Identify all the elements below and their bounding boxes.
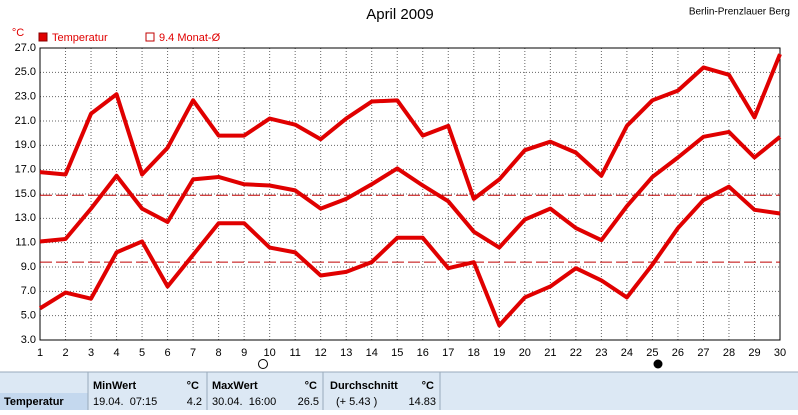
x-tick-label: 19 <box>493 347 505 359</box>
cell: 19.04. 07:15 <box>93 396 157 408</box>
y-tick-label: 11.0 <box>15 237 36 249</box>
y-tick-label: 19.0 <box>15 139 36 151</box>
x-tick-label: 3 <box>88 347 94 359</box>
x-tick-label: 29 <box>748 347 760 359</box>
series-line <box>38 184 781 328</box>
y-tick-label: 21.0 <box>15 115 36 127</box>
x-tick-label: 25 <box>646 347 658 359</box>
y-tick-label: 3.0 <box>21 334 36 346</box>
y-tick-label: 17.0 <box>15 164 36 176</box>
row-head: Temperatur <box>4 396 64 408</box>
chart-title: April 2009 <box>366 6 434 23</box>
x-tick-label: 16 <box>417 347 429 359</box>
series-line <box>39 53 782 201</box>
y-tick-label: 25.0 <box>15 66 36 78</box>
y-tick-label: 5.0 <box>21 310 36 322</box>
cell: 30.04. 16:00 <box>212 396 276 408</box>
x-tick-label: 14 <box>366 347 378 359</box>
x-tick-label: 12 <box>315 347 327 359</box>
moon-new <box>653 359 663 369</box>
x-tick-label: 11 <box>289 347 300 359</box>
table-lines <box>0 371 798 410</box>
x-tick-label: 26 <box>672 347 684 359</box>
x-tick-label: 6 <box>165 347 171 359</box>
row-head-bg <box>0 393 88 410</box>
y-tick-label: 23.0 <box>15 91 36 103</box>
legend-swatch <box>38 32 48 42</box>
table-header: °C <box>305 380 317 392</box>
cell: (+ 5.43 ) <box>336 396 377 408</box>
table-header: MinWert <box>93 380 137 392</box>
cell: 4.2 <box>187 396 202 408</box>
legend-swatch <box>145 32 155 42</box>
x-tick-label: 17 <box>442 347 454 359</box>
moon-full <box>258 359 268 369</box>
table-bg <box>0 372 798 410</box>
x-tick-label: 13 <box>340 347 352 359</box>
x-tick-label: 15 <box>391 347 403 359</box>
cell: 14.83 <box>408 396 436 408</box>
x-tick-label: 8 <box>216 347 222 359</box>
table-header: °C <box>187 380 199 392</box>
y-unit: °C <box>12 27 24 39</box>
y-tick-label: 27.0 <box>15 42 36 54</box>
x-tick-label: 9 <box>241 347 247 359</box>
x-tick-label: 20 <box>519 347 531 359</box>
location: Berlin-Prenzlauer Berg <box>689 7 790 18</box>
x-tick-label: 7 <box>190 347 196 359</box>
x-tick-label: 18 <box>468 347 480 359</box>
x-tick-label: 22 <box>570 347 582 359</box>
legend-label: 9.4 Monat-Ø <box>159 32 221 44</box>
series-line <box>39 129 782 250</box>
x-tick-label: 5 <box>139 347 145 359</box>
x-tick-label: 23 <box>595 347 607 359</box>
legend-label: Temperatur <box>52 32 108 44</box>
x-tick-label: 27 <box>697 347 709 359</box>
x-tick-label: 28 <box>723 347 735 359</box>
x-tick-label: 30 <box>774 347 786 359</box>
y-tick-label: 9.0 <box>21 261 36 273</box>
y-tick-label: 15.0 <box>15 188 36 200</box>
y-tick-label: 7.0 <box>21 285 36 297</box>
x-tick-label: 10 <box>264 347 276 359</box>
table-header: Durchschnitt <box>330 380 398 392</box>
x-tick-label: 24 <box>621 347 633 359</box>
table-header: MaxWert <box>212 380 258 392</box>
cell: 26.5 <box>298 396 319 408</box>
y-tick-label: 13.0 <box>15 212 36 224</box>
plot-border <box>39 47 781 341</box>
x-tick-label: 4 <box>113 347 119 359</box>
x-tick-label: 1 <box>37 347 43 359</box>
x-tick-label: 2 <box>62 347 68 359</box>
x-tick-label: 21 <box>544 347 556 359</box>
table-header: °C <box>422 380 434 392</box>
